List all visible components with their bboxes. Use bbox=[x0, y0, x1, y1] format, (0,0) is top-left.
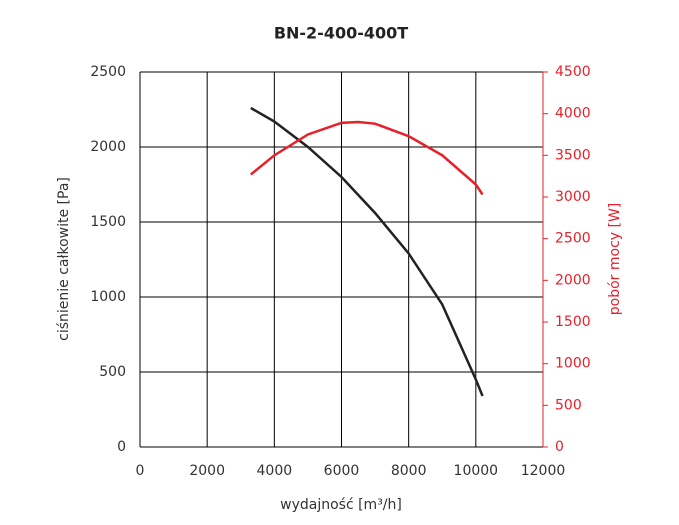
y2-tick-label: 1000 bbox=[555, 356, 591, 372]
x-tick-label: 8000 bbox=[391, 463, 427, 479]
y-tick-label: 2000 bbox=[90, 139, 126, 155]
y2-tick-label: 500 bbox=[555, 397, 582, 413]
y-axis-label: ciśnienie całkowite [Pa] bbox=[56, 177, 72, 341]
y2-tick-label: 2500 bbox=[555, 231, 591, 247]
y2-tick-label: 4500 bbox=[555, 64, 591, 80]
line-series bbox=[250, 106, 484, 397]
x-tick-label: 6000 bbox=[324, 463, 360, 479]
y2-tick-label: 2000 bbox=[555, 272, 591, 288]
y2-tick-label: 0 bbox=[555, 439, 564, 455]
x-tick-label: 4000 bbox=[257, 463, 293, 479]
x-tick-label: 10000 bbox=[454, 463, 499, 479]
y2-tick-label: 4000 bbox=[555, 106, 591, 122]
x-axis-label: wydajność [m³/h] bbox=[280, 497, 402, 513]
x-tick-label: 12000 bbox=[521, 463, 566, 479]
chart-title: BN-2-400-400T bbox=[274, 24, 408, 43]
y2-axis-label: pobór mocy [W] bbox=[607, 203, 623, 316]
y-tick-label: 0 bbox=[117, 439, 126, 455]
y2-tick-label: 3500 bbox=[555, 147, 591, 163]
x-tick-label: 2000 bbox=[189, 463, 225, 479]
y-tick-label: 500 bbox=[99, 364, 126, 380]
y2-tick-label: 1500 bbox=[555, 314, 591, 330]
y-tick-label: 2500 bbox=[90, 64, 126, 80]
y-tick-label: 1000 bbox=[90, 289, 126, 305]
line-series bbox=[250, 120, 484, 196]
x-tick-label: 0 bbox=[136, 463, 145, 479]
y2-tick-label: 3000 bbox=[555, 189, 591, 205]
y-tick-label: 1500 bbox=[90, 214, 126, 230]
